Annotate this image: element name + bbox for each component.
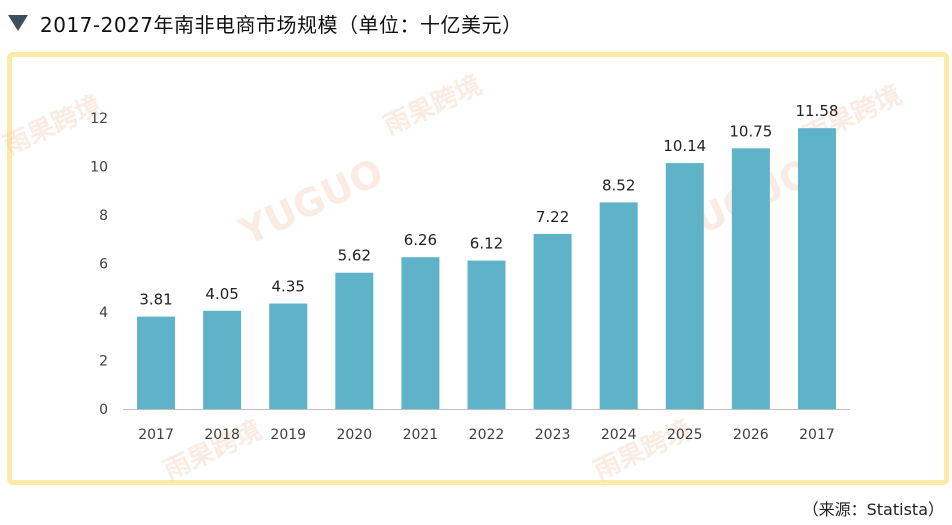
chart-header: 2017-2027年南非电商市场规模（单位：十亿美元） [8, 6, 523, 40]
y-tick-label: 2 [99, 354, 108, 370]
data-label: 4.05 [205, 285, 238, 303]
x-tick-label: 2019 [270, 427, 306, 443]
bar [599, 202, 638, 409]
data-label: 4.35 [272, 278, 305, 296]
bar [665, 163, 704, 409]
x-tick-label: 2026 [733, 427, 769, 443]
bar [797, 128, 836, 409]
chart-title: 2017-2027年南非电商市场规模（单位：十亿美元） [40, 12, 523, 37]
y-tick-label: 6 [99, 257, 108, 273]
x-tick-label: 2024 [601, 427, 637, 443]
y-tick-label: 8 [99, 208, 108, 224]
bar [269, 303, 308, 409]
data-label: 6.26 [404, 231, 437, 249]
data-label: 11.58 [795, 102, 838, 120]
y-tick-label: 12 [90, 111, 108, 127]
x-tick-label: 2025 [667, 427, 703, 443]
y-tick-label: 0 [99, 402, 108, 418]
data-label: 6.12 [470, 235, 503, 253]
data-label: 5.62 [338, 247, 371, 265]
bar [401, 257, 440, 409]
x-tick-label: 2017 [138, 427, 174, 443]
bar [335, 272, 374, 409]
x-tick-label: 2022 [469, 427, 505, 443]
triangle-icon [8, 15, 28, 31]
bar [533, 233, 572, 409]
y-tick-label: 4 [99, 305, 108, 321]
data-label: 8.52 [602, 176, 635, 194]
x-tick-label: 2021 [403, 427, 439, 443]
y-tick-label: 10 [90, 160, 108, 176]
data-label: 7.22 [536, 208, 569, 226]
bar [203, 310, 242, 409]
data-label: 10.14 [663, 137, 706, 155]
x-tick-label: 2018 [204, 427, 240, 443]
bar [467, 260, 506, 409]
x-tick-label: 2017 [799, 427, 835, 443]
bar [731, 148, 770, 409]
x-tick-label: 2023 [535, 427, 571, 443]
x-tick-label: 2020 [336, 427, 372, 443]
source-note: （来源：Statista） [802, 500, 944, 519]
data-label: 3.81 [139, 291, 172, 309]
data-label: 10.75 [729, 122, 772, 140]
bar [137, 316, 176, 409]
